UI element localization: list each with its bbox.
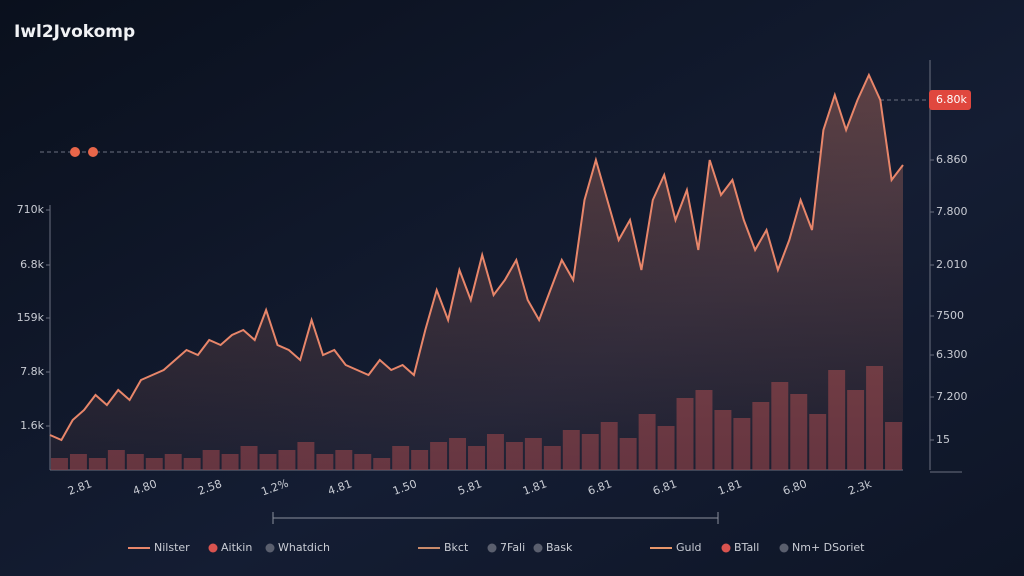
y2-tick-label: 7.200	[936, 390, 968, 403]
legend-swatch	[208, 543, 218, 553]
y-tick-label: 159k	[17, 311, 45, 324]
y2-tick-label: 6.860	[936, 153, 968, 166]
legend-label: Nm+ DSoriet	[792, 541, 865, 554]
y2-tick-label: 15	[936, 433, 950, 446]
marker	[70, 147, 80, 157]
legend-label: Aitkin	[221, 541, 252, 554]
y-tick-label: 1.6k	[20, 419, 44, 432]
legend-label: Nilster	[154, 541, 190, 554]
price-badge	[929, 90, 971, 110]
legend-label: Guld	[676, 541, 702, 554]
price-line	[49, 72, 904, 442]
y-tick-label: 7.8k	[20, 365, 44, 378]
legend-swatch	[265, 543, 275, 553]
legend-label: BTall	[734, 541, 759, 554]
y2-tick-label: 6.300	[936, 348, 968, 361]
legend-swatch	[721, 543, 731, 553]
legend-swatch	[533, 543, 543, 553]
marker	[88, 147, 98, 157]
y-tick-label: 710k	[17, 203, 45, 216]
legend-swatch	[779, 543, 789, 553]
y2-tick-label: 7500	[936, 309, 964, 322]
legend-label: Bkct	[444, 541, 469, 554]
legend-label: Bask	[546, 541, 573, 554]
y-tick-label: 6.8k	[20, 258, 44, 271]
area	[50, 75, 903, 470]
y2-tick-label: 6.80k	[936, 93, 967, 106]
chart-title: Iwl2Jvokomp	[14, 22, 135, 42]
legend-label: 7Fali	[500, 541, 525, 554]
y2-tick-label: 2.010	[936, 258, 968, 271]
y2-tick-label: 7.800	[936, 205, 968, 218]
legend-swatch	[487, 543, 497, 553]
legend-label: Whatdich	[278, 541, 330, 554]
